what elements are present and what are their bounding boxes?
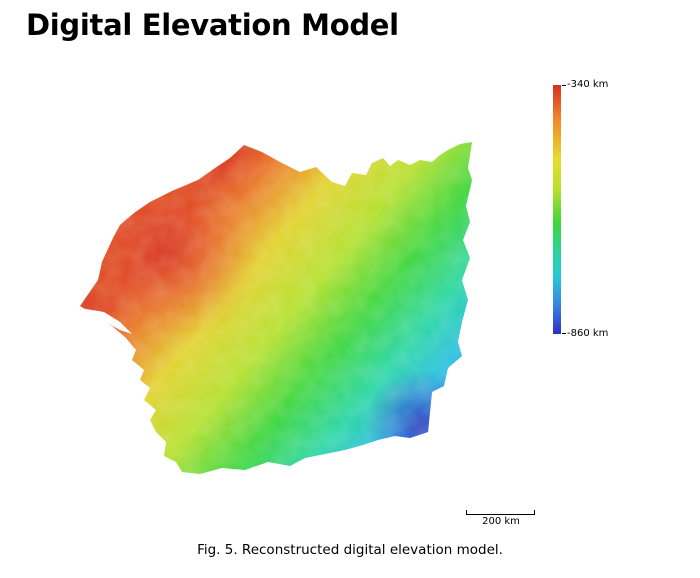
legend-max-label: -340 km bbox=[567, 79, 609, 90]
figure-caption: Fig. 5. Reconstructed digital elevation … bbox=[197, 542, 503, 558]
terrain-gap bbox=[80, 308, 132, 334]
page-title: Digital Elevation Model bbox=[26, 8, 399, 42]
legend-tick-min bbox=[562, 333, 566, 334]
scale-bar-label: 200 km bbox=[482, 516, 520, 527]
legend-min-label: -860 km bbox=[567, 328, 609, 339]
scale-bar bbox=[466, 510, 535, 515]
terrain-gap bbox=[86, 320, 128, 346]
legend-tick-max bbox=[562, 85, 566, 86]
elevation-color-scale bbox=[553, 85, 561, 334]
terrain-surface bbox=[80, 142, 472, 474]
